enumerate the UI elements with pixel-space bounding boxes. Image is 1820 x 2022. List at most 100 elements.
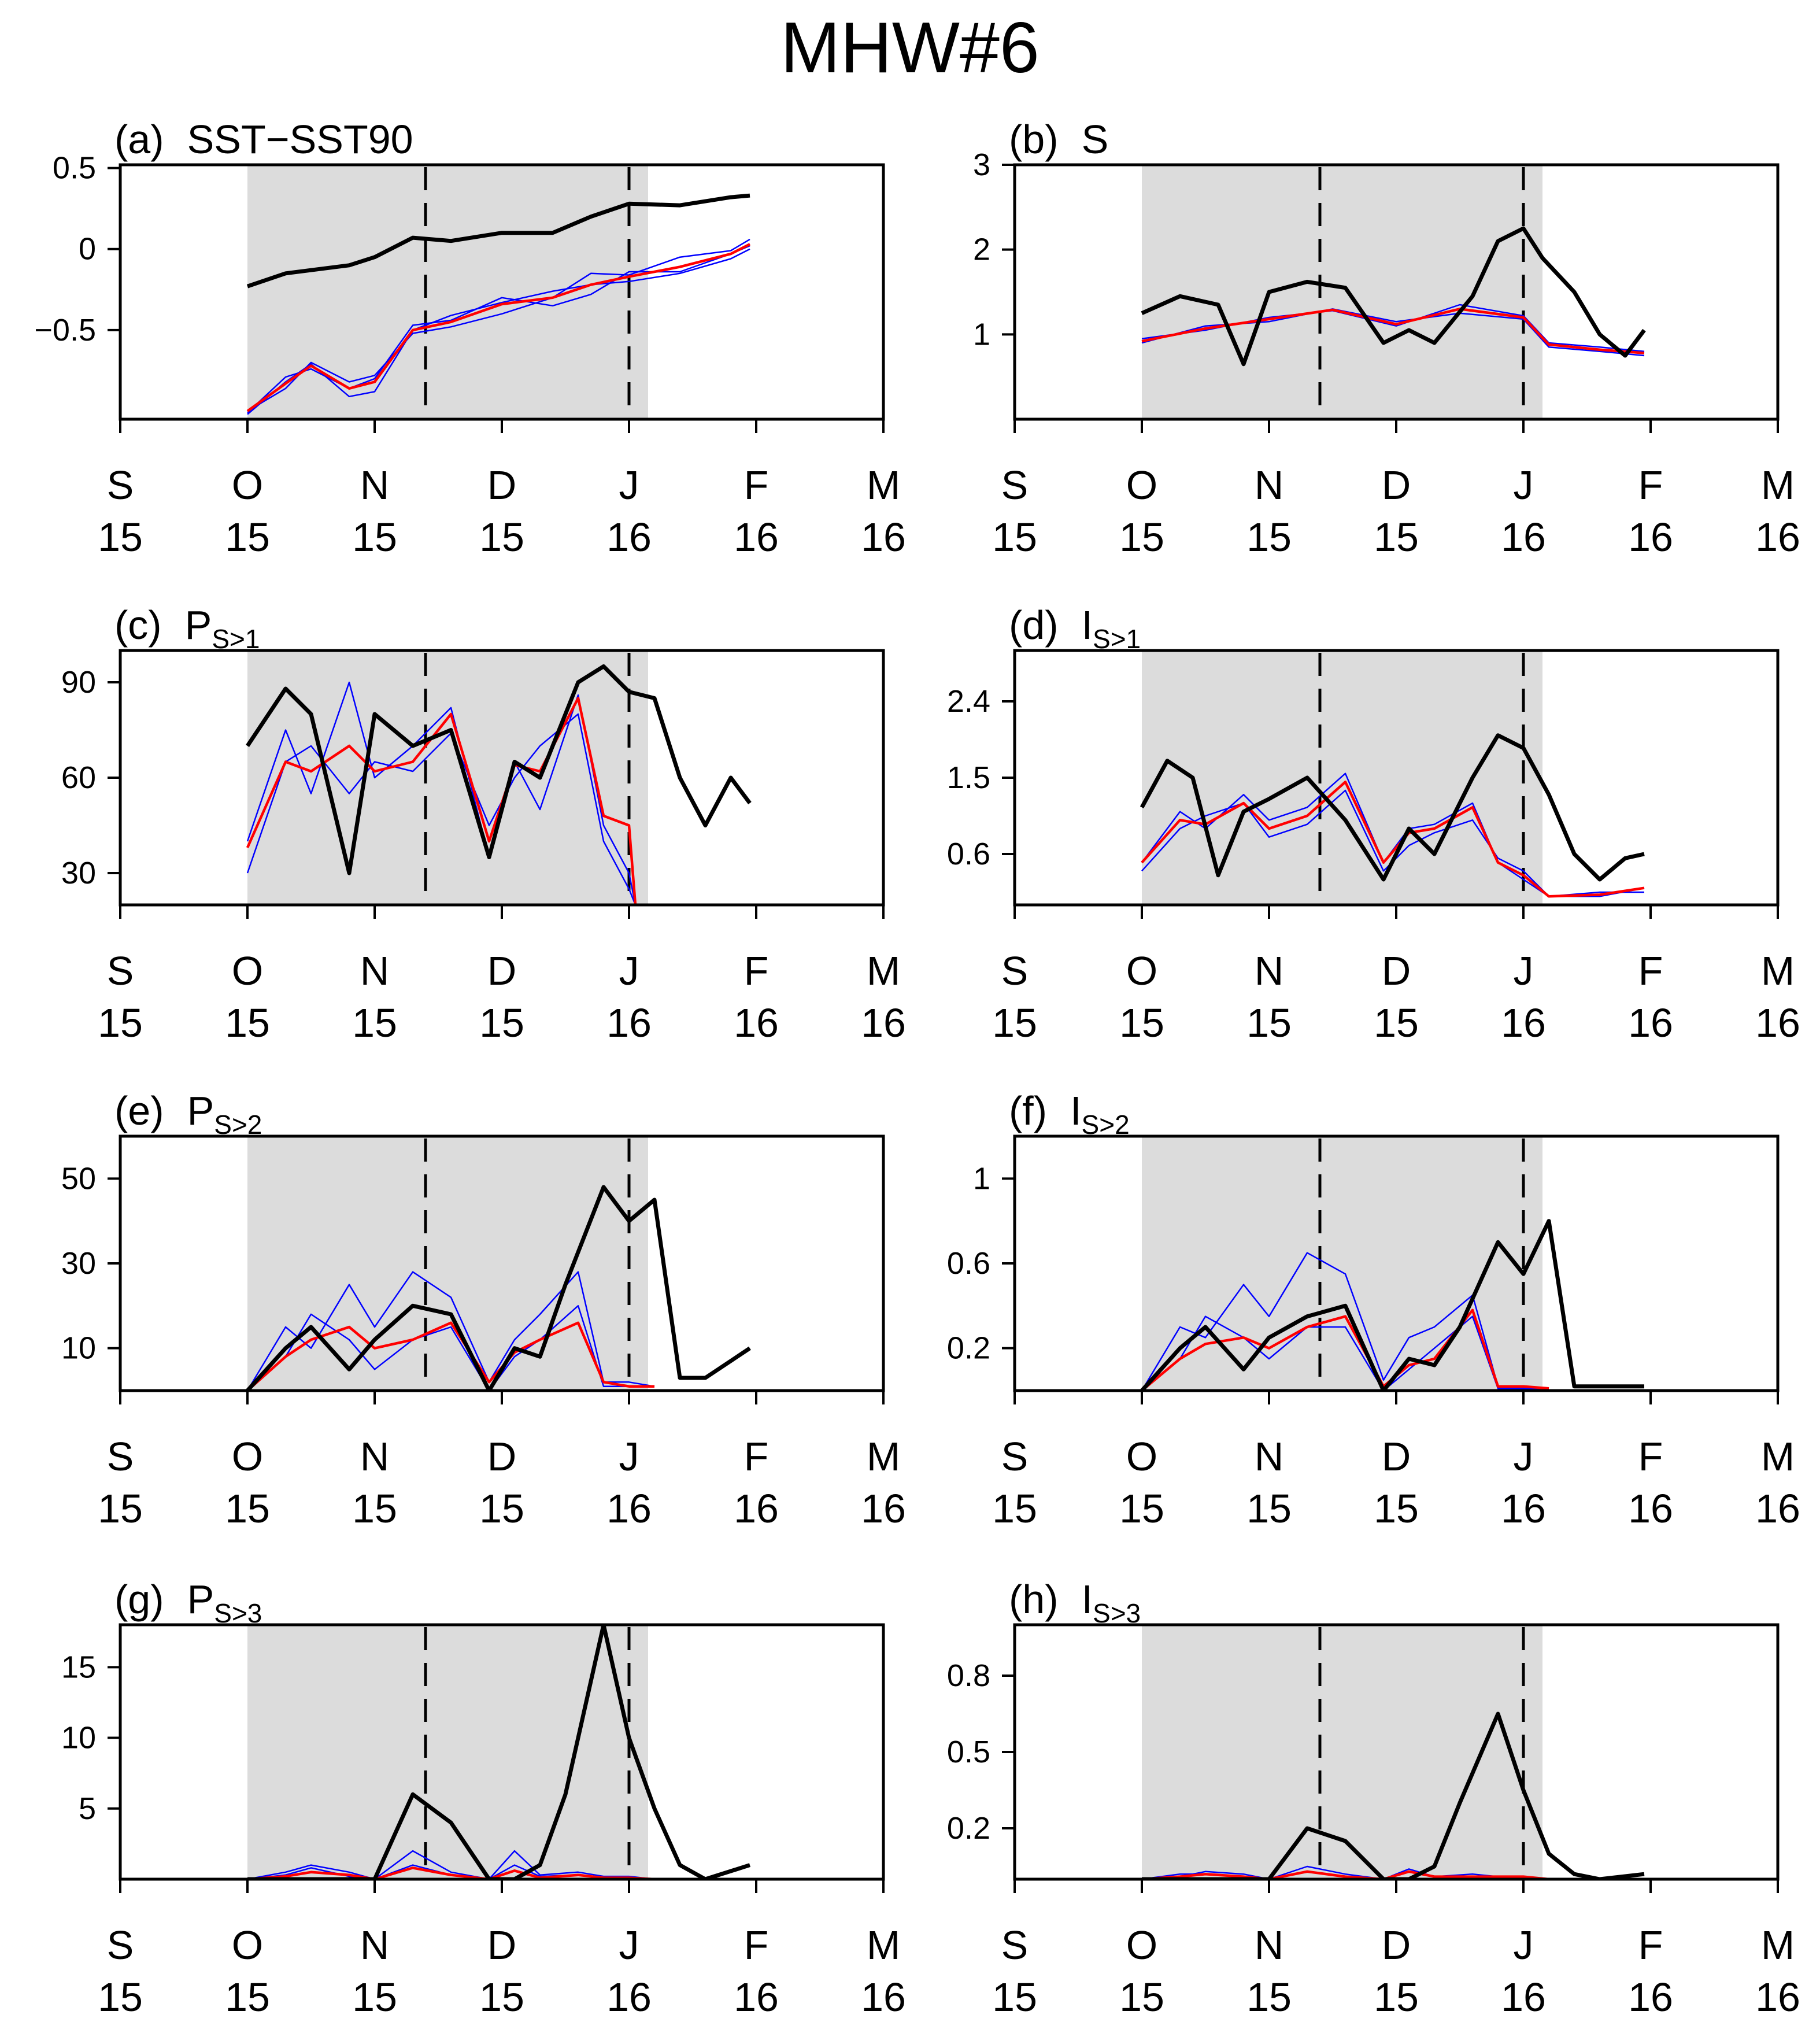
x-tick-year: 15 (1119, 1486, 1164, 1531)
x-tick-month: O (1126, 463, 1157, 508)
x-tick-year: 16 (861, 1000, 906, 1045)
x-tick-month: S (1001, 948, 1029, 993)
series-mean (1141, 308, 1645, 354)
series-mean (246, 697, 637, 905)
series-m1 (247, 1850, 655, 1879)
x-tick-month: N (360, 463, 390, 508)
x-tick-year: 16 (1628, 1000, 1673, 1045)
panel-variable: P (187, 1577, 214, 1622)
x-tick-year: 15 (479, 1486, 524, 1531)
figure-title: MHW#6 (780, 8, 1040, 88)
x-tick-month: F (1638, 1923, 1663, 1968)
x-tick-year: 16 (861, 1486, 906, 1531)
x-tick-year: 15 (1119, 1975, 1164, 2020)
x-tick-year: 15 (1119, 1000, 1164, 1045)
x-tick-year: 16 (606, 515, 652, 560)
y-tick-label: 0.8 (947, 1658, 990, 1693)
panel-variable: I (1070, 1088, 1081, 1133)
panel-variable: I (1082, 1577, 1093, 1622)
y-tick-label: 15 (61, 1650, 96, 1684)
x-tick-year: 16 (1501, 1975, 1546, 2020)
shaded-period (247, 1136, 648, 1391)
y-tick-label: 0.5 (947, 1735, 990, 1769)
series-obs (1140, 733, 1645, 882)
x-tick-month: J (619, 1923, 639, 1968)
x-tick-month: D (1382, 1434, 1411, 1479)
x-tick-month: D (487, 1923, 517, 1968)
x-tick-month: M (1761, 463, 1795, 508)
shaded-period (247, 1625, 648, 1879)
panel-c: 90 60 30 S 15 O 15 N 15 D 15 J 16 F 16 M 16 (c) PS>1 (61, 602, 906, 1045)
y-tick-label: 0.2 (947, 1811, 990, 1846)
x-tick-year: 15 (98, 515, 143, 560)
x-tick-month: M (867, 1923, 900, 1968)
x-tick-month: F (1638, 948, 1663, 993)
y-tick-label: 90 (61, 665, 96, 700)
y-tick-label: 0.5 (53, 151, 96, 186)
y-tick-label: 0.6 (947, 837, 990, 871)
x-tick-year: 15 (1119, 515, 1164, 560)
series-m1 (1141, 772, 1645, 897)
y-tick-label: 10 (61, 1721, 96, 1755)
x-tick-month: J (619, 948, 639, 993)
panel-label: (b) S (1009, 117, 1108, 162)
panel-tag: (d) (1009, 602, 1059, 648)
x-tick-month: N (1255, 463, 1284, 508)
x-tick-month: S (1001, 1434, 1029, 1479)
x-tick-month: N (360, 1923, 390, 1968)
panel-subscript: S>3 (214, 1598, 262, 1628)
x-tick-year: 16 (606, 1486, 652, 1531)
panel-subscript: S>1 (212, 624, 260, 654)
x-tick-year: 16 (1628, 515, 1673, 560)
x-tick-month: S (107, 1434, 134, 1479)
series-obs (1141, 226, 1646, 367)
x-tick-month: M (1761, 1923, 1795, 1968)
y-tick-label: 5 (79, 1791, 96, 1826)
panel-variable: P (187, 1088, 214, 1133)
x-tick-month: S (1001, 463, 1029, 508)
x-tick-month: F (744, 948, 769, 993)
y-tick-label: 1.5 (947, 760, 990, 795)
x-tick-year: 15 (98, 1975, 143, 2020)
x-tick-month: O (1126, 948, 1157, 993)
shaded-period (1142, 1625, 1542, 1879)
panel-tag: (f) (1009, 1088, 1047, 1133)
panel-variable: S (1082, 117, 1109, 162)
x-tick-year: 15 (225, 1486, 270, 1531)
y-tick-label: 30 (61, 1246, 96, 1281)
x-tick-month: M (1761, 1434, 1795, 1479)
panel-b: 3 2 1 S 15 O 15 N 15 D 15 J 16 F 16 M 16 (b) S (973, 117, 1800, 560)
x-tick-month: M (867, 948, 900, 993)
panel-subscript: S>1 (1093, 624, 1141, 654)
x-tick-year: 15 (1374, 1000, 1419, 1045)
x-tick-month: D (1382, 948, 1411, 993)
shaded-period (1142, 1136, 1542, 1391)
x-tick-month: D (487, 463, 517, 508)
x-tick-month: J (619, 1434, 639, 1479)
x-tick-year: 15 (1374, 515, 1419, 560)
panel-subscript: S>2 (214, 1110, 262, 1140)
y-tick-label: 10 (61, 1331, 96, 1366)
x-tick-month: N (360, 948, 390, 993)
x-tick-year: 15 (479, 515, 524, 560)
x-tick-year: 16 (861, 1975, 906, 2020)
x-tick-year: 16 (1628, 1975, 1673, 2020)
panel-label: (h) IS>3 (1009, 1577, 1141, 1628)
panel-tag: (a) (114, 117, 164, 162)
x-tick-year: 15 (479, 1000, 524, 1045)
panel-tag: (c) (114, 602, 162, 648)
x-tick-month: F (744, 1434, 769, 1479)
x-tick-year: 16 (1755, 515, 1800, 560)
x-tick-month: M (1761, 948, 1795, 993)
series-obs (246, 1185, 751, 1391)
series-obs (246, 193, 750, 289)
x-tick-year: 15 (1246, 1000, 1292, 1045)
series-obs (1142, 1712, 1645, 1879)
x-tick-month: J (1514, 463, 1534, 508)
panel-tag: (g) (114, 1577, 164, 1622)
x-tick-year: 15 (992, 1000, 1037, 1045)
series-m2 (247, 238, 750, 412)
x-tick-month: F (744, 1923, 769, 1968)
x-tick-month: S (1001, 1923, 1029, 1968)
x-tick-year: 15 (225, 1000, 270, 1045)
